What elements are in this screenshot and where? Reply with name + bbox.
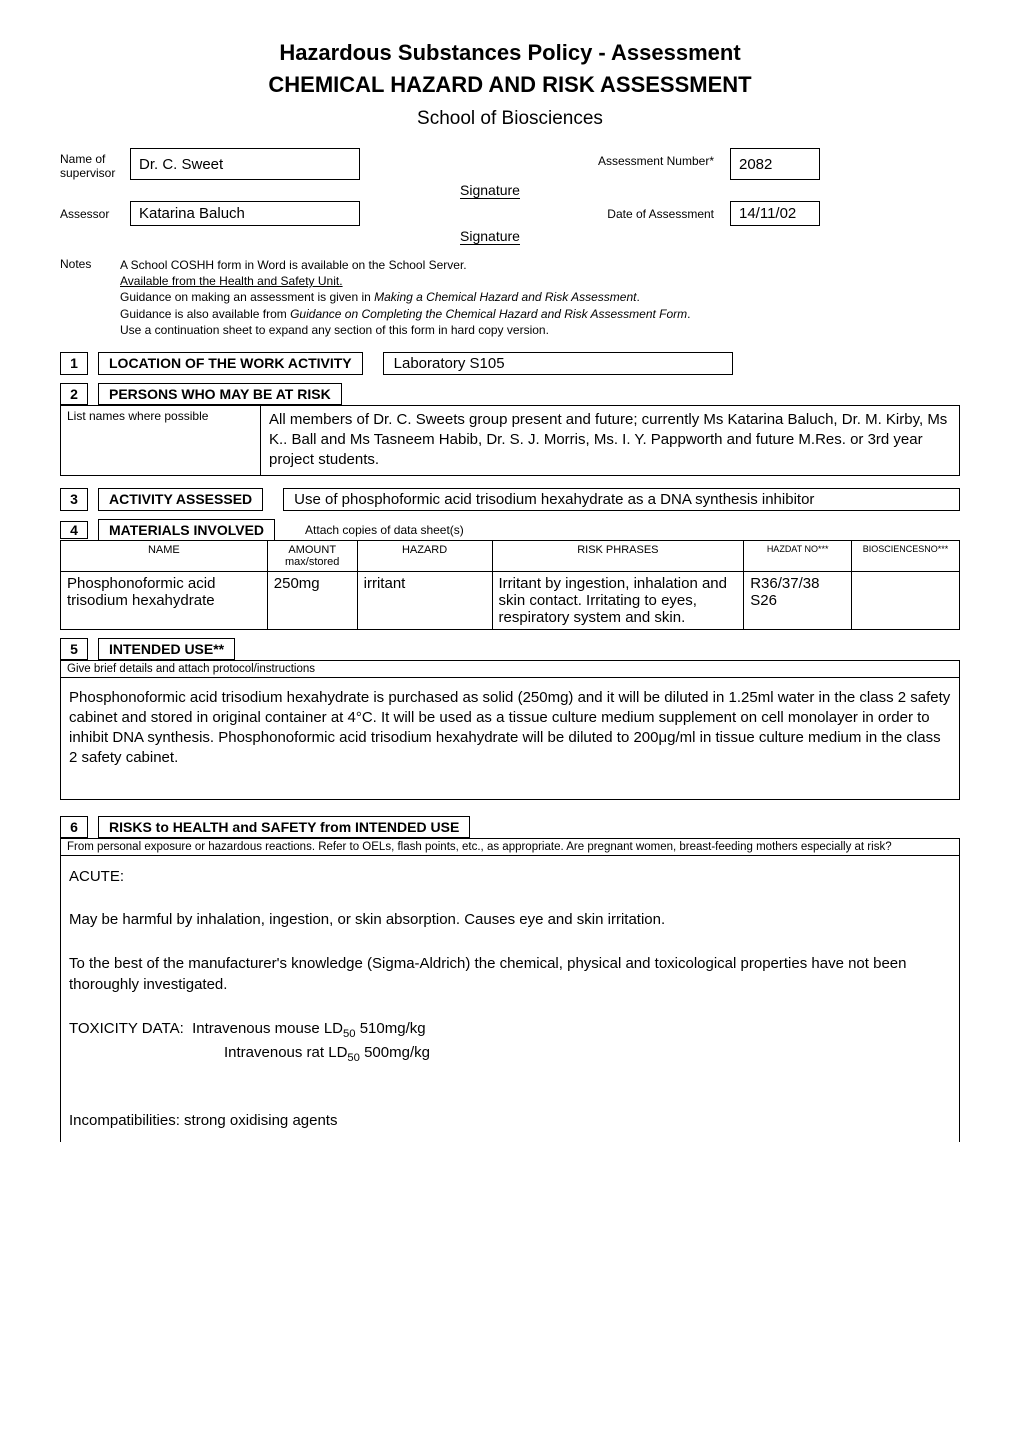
col-hazdat: HAZDAT NO***	[744, 540, 852, 571]
section-3-value: Use of phosphoformic acid trisodium hexa…	[283, 488, 960, 511]
section-4-row: 4 MATERIALS INVOLVED Attach copies of da…	[60, 519, 960, 541]
cell-hazdat: R36/37/38 S26	[744, 571, 852, 629]
table-row: Phosphonoformic acid trisodium hexahydra…	[61, 571, 960, 629]
col-biosci: BIOSCIENCESNO***	[852, 540, 960, 571]
section-1-value: Laboratory S105	[383, 352, 733, 375]
assessment-number-label: Assessment Number*	[580, 148, 720, 180]
incompat: Incompatibilities: strong oxidising agen…	[69, 1110, 951, 1132]
col-amount: AMOUNT max/stored	[267, 540, 357, 571]
notes-line4c: .	[687, 307, 690, 321]
date-value: 14/11/02	[730, 201, 820, 226]
notes-label: Notes	[60, 257, 120, 338]
tox-label: TOXICITY DATA:	[69, 1020, 184, 1037]
cell-hazard: irritant	[357, 571, 492, 629]
tox2c: 500mg/kg	[360, 1044, 430, 1061]
section-1-num: 1	[60, 352, 88, 375]
notes-block: Notes A School COSHH form in Word is ava…	[60, 257, 960, 338]
col-risk: RISK PHRASES	[492, 540, 744, 571]
section-3-title: ACTIVITY ASSESSED	[98, 488, 263, 511]
section-5-value: Phosphonoformic acid trisodium hexahydra…	[60, 677, 960, 800]
tox1a: Intravenous mouse LD	[192, 1020, 343, 1037]
date-label: Date of Assessment	[580, 201, 720, 226]
section-1-title: LOCATION OF THE WORK ACTIVITY	[98, 352, 363, 375]
section-2-num: 2	[60, 383, 88, 405]
supervisor-row: Name of supervisor Dr. C. Sweet Assessme…	[60, 148, 960, 180]
risk-p1: May be harmful by inhalation, ingestion,…	[69, 909, 951, 931]
notes-line3b: Making a Chemical Hazard and Risk Assess…	[374, 290, 636, 304]
section-6-hint: From personal exposure or hazardous reac…	[60, 838, 960, 855]
section-2-value: All members of Dr. C. Sweets group prese…	[260, 405, 960, 476]
section-6-title: RISKS to HEALTH and SAFETY from INTENDED…	[98, 816, 470, 838]
materials-table: NAME AMOUNT max/stored HAZARD RISK PHRAS…	[60, 540, 960, 630]
signature-label-2: Signature	[460, 228, 520, 245]
section-2-row: 2 PERSONS WHO MAY BE AT RISK	[60, 383, 960, 405]
risk-p2: To the best of the manufacturer's knowle…	[69, 953, 951, 997]
assessor-value: Katarina Baluch	[130, 201, 360, 226]
section-2-body: List names where possible All members of…	[60, 405, 960, 476]
notes-line1: A School COSHH form in Word is available…	[120, 257, 960, 273]
page-title-2: CHEMICAL HAZARD AND RISK ASSESSMENT	[60, 72, 960, 98]
notes-line5: Use a continuation sheet to expand any s…	[120, 322, 960, 338]
section-5-hint: Give brief details and attach protocol/i…	[60, 660, 960, 677]
section-1-row: 1 LOCATION OF THE WORK ACTIVITY Laborato…	[60, 352, 960, 375]
tox1c: 510mg/kg	[356, 1020, 426, 1037]
notes-line3a: Guidance on making an assessment is give…	[120, 290, 374, 304]
page-title-1: Hazardous Substances Policy - Assessment	[60, 40, 960, 66]
cell-name: Phosphonoformic acid trisodium hexahydra…	[61, 571, 268, 629]
section-3-row: 3 ACTIVITY ASSESSED Use of phosphoformic…	[60, 488, 960, 511]
col-name: NAME	[61, 540, 268, 571]
assessor-label: Assessor	[60, 201, 130, 226]
supervisor-value: Dr. C. Sweet	[130, 148, 360, 180]
notes-line4a: Guidance is also available from	[120, 307, 290, 321]
section-6-row: 6 RISKS to HEALTH and SAFETY from INTEND…	[60, 816, 960, 838]
notes-line4b: Guidance on Completing the Chemical Haza…	[290, 307, 687, 321]
section-5-title: INTENDED USE**	[98, 638, 235, 660]
cell-biosci	[852, 571, 960, 629]
signature-label-1: Signature	[460, 182, 520, 199]
cell-risk: Irritant by ingestion, inhalation and sk…	[492, 571, 744, 629]
section-4-attach: Attach copies of data sheet(s)	[305, 523, 464, 537]
section-6-num: 6	[60, 816, 88, 838]
assessor-row: Assessor Katarina Baluch Date of Assessm…	[60, 201, 960, 226]
toxicity-data: TOXICITY DATA: Intravenous mouse LD50 51…	[69, 1018, 951, 1067]
notes-line2: Available from the Health and Safety Uni…	[120, 274, 343, 288]
tox1b: 50	[343, 1028, 356, 1040]
supervisor-label: Name of supervisor	[60, 148, 130, 180]
page-subtitle: School of Biosciences	[60, 108, 960, 130]
acute-label: ACUTE:	[69, 866, 951, 888]
assessment-number-value: 2082	[730, 148, 820, 180]
tox2a: Intravenous rat LD	[224, 1044, 347, 1061]
section-4-num: 4	[60, 521, 88, 539]
section-4-title: MATERIALS INVOLVED	[98, 519, 275, 541]
col-hazard: HAZARD	[357, 540, 492, 571]
notes-line3c: .	[636, 290, 639, 304]
tox2b: 50	[347, 1052, 360, 1064]
section-5-row: 5 INTENDED USE**	[60, 638, 960, 660]
section-2-hint: List names where possible	[60, 405, 260, 476]
notes-body: A School COSHH form in Word is available…	[120, 257, 960, 338]
section-2-title: PERSONS WHO MAY BE AT RISK	[98, 383, 342, 405]
section-3-num: 3	[60, 488, 88, 511]
table-header-row: NAME AMOUNT max/stored HAZARD RISK PHRAS…	[61, 540, 960, 571]
section-5-num: 5	[60, 638, 88, 660]
cell-amount: 250mg	[267, 571, 357, 629]
section-6-body: ACUTE: May be harmful by inhalation, ing…	[60, 855, 960, 1142]
